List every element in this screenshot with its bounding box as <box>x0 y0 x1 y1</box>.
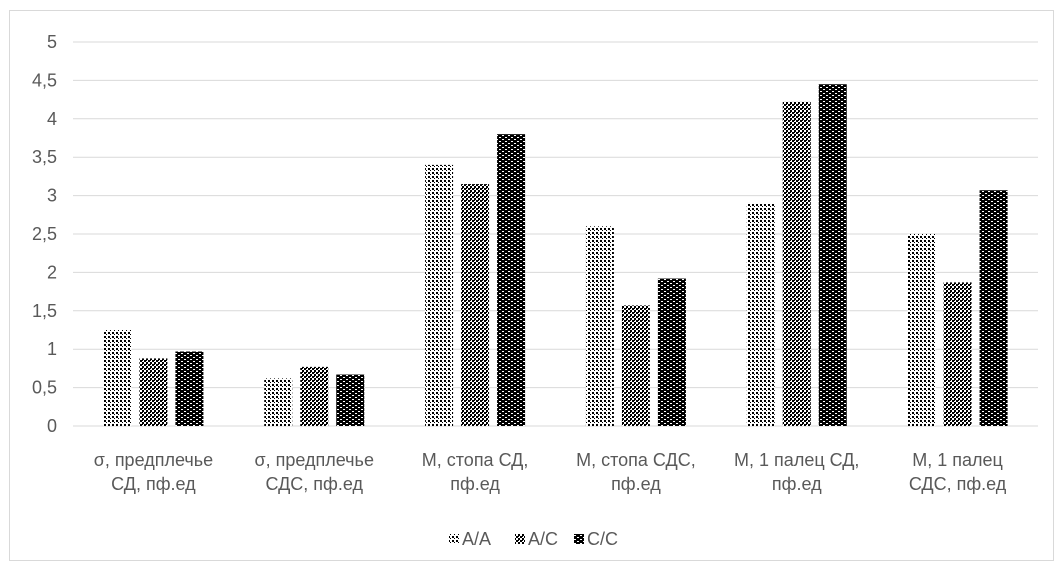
category-label-line: пф.ед <box>772 474 822 494</box>
y-tick-label: 4,5 <box>32 70 57 90</box>
bar-a-a-4 <box>746 203 775 426</box>
bars <box>103 84 1008 427</box>
legend: A/A A/C C/C <box>449 529 618 549</box>
category-label-line: σ, предплечье <box>255 450 374 470</box>
bar-c-c-0 <box>175 351 204 426</box>
legend-swatch <box>449 534 459 544</box>
category-label-line: M, 1 палец СД, <box>734 450 859 470</box>
category-label-line: СД, пф.ед <box>111 474 196 494</box>
y-axis-ticks: 0 0,5 1 1,5 2 2,5 3 3,5 4 4,5 5 <box>32 32 57 436</box>
y-tick-label: 3,5 <box>32 147 57 167</box>
y-tick-label: 1 <box>47 339 57 359</box>
y-tick-label: 2,5 <box>32 224 57 244</box>
y-tick-label: 2 <box>47 262 57 282</box>
y-tick-label: 3 <box>47 186 57 206</box>
category-labels: σ, предплечье СД, пф.ед σ, предплечье СДС, … <box>94 450 1007 494</box>
category-label-line: пф.ед <box>611 474 661 494</box>
bar-c-c-2 <box>497 134 526 426</box>
legend-label: C/C <box>587 529 618 549</box>
gridlines <box>73 41 1038 427</box>
y-tick-label: 4 <box>47 109 57 129</box>
bar-a-a-0 <box>103 330 132 426</box>
legend-swatch <box>515 534 525 544</box>
bar-a-c-4 <box>782 101 811 427</box>
category-label: M, стопа СД, пф.ед <box>422 450 529 494</box>
y-tick-label: 5 <box>47 32 57 52</box>
legend-label: A/C <box>528 529 558 549</box>
category-label: σ, предплечье СД, пф.ед <box>94 450 213 494</box>
y-tick-label: 0,5 <box>32 378 57 398</box>
category-label-line: M, стопа СД, <box>422 450 529 470</box>
bar-a-a-5 <box>907 234 936 426</box>
bar-a-c-0 <box>139 358 168 426</box>
bar-a-c-1 <box>300 366 329 426</box>
bar-a-a-2 <box>425 164 454 426</box>
bar-a-c-5 <box>943 282 972 426</box>
category-label-line: M, 1 палец <box>912 450 1003 470</box>
bar-c-c-5 <box>979 190 1008 426</box>
bar-a-a-3 <box>585 226 614 426</box>
bar-c-c-1 <box>336 374 365 426</box>
legend-swatch <box>574 534 584 544</box>
category-label: M, 1 палец СД, пф.ед <box>734 450 859 494</box>
category-label-line: M, стопа СДС, <box>576 450 696 470</box>
bar-a-a-1 <box>264 378 293 426</box>
bar-a-c-2 <box>461 184 490 426</box>
category-label-line: СДС, пф.ед <box>266 474 364 494</box>
bar-c-c-3 <box>657 278 686 426</box>
bar-c-c-4 <box>818 84 847 427</box>
category-label-line: пф.ед <box>450 474 500 494</box>
category-label-line: СДС, пф.ед <box>909 474 1007 494</box>
category-label: M, 1 палец СДС, пф.ед <box>909 450 1007 494</box>
bar-a-c-3 <box>621 305 650 426</box>
legend-label: A/A <box>462 529 491 549</box>
chart-frame <box>9 10 1054 561</box>
category-label-line: σ, предплечье <box>94 450 213 470</box>
category-label: σ, предплечье СДС, пф.ед <box>255 450 374 494</box>
y-tick-label: 1,5 <box>32 301 57 321</box>
y-tick-label: 0 <box>47 416 57 436</box>
category-label: M, стопа СДС, пф.ед <box>576 450 696 494</box>
